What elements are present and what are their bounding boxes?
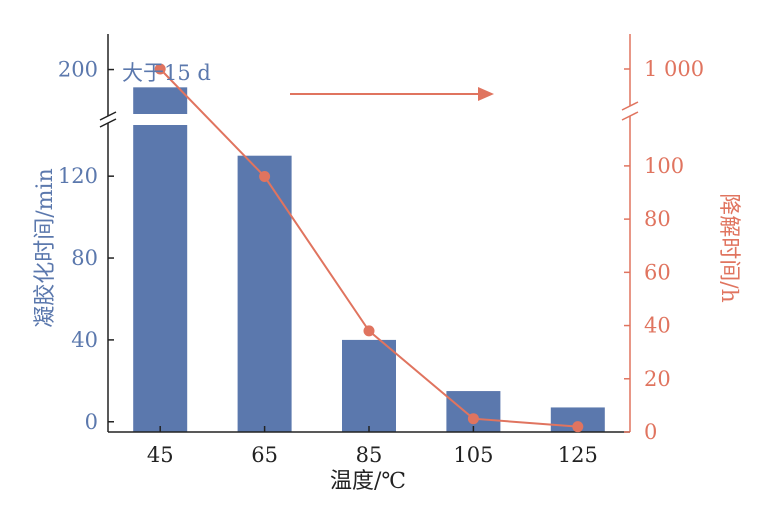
series-point <box>467 413 479 425</box>
x-tick-label: 105 <box>453 443 493 467</box>
x-tick-label: 125 <box>558 443 598 467</box>
plot-area: 0 40 80 120 200 0 20 40 60 80 100 1 000 45 65 85 105 125 <box>58 34 704 467</box>
left-tick-label: 80 <box>71 246 98 270</box>
x-tick-label: 45 <box>147 443 174 467</box>
left-axis-break <box>99 111 117 121</box>
bar <box>237 155 292 432</box>
right-axis-break <box>621 101 639 111</box>
series-point <box>363 325 375 337</box>
right-tick-label: 0 <box>644 420 657 444</box>
right-axis-break <box>621 111 639 121</box>
x-tick-label: 65 <box>251 443 278 467</box>
series-point <box>154 63 166 75</box>
right-tick-label: 20 <box>644 367 671 391</box>
left-tick-label: 200 <box>58 58 98 82</box>
x-axis-label: 温度/℃ <box>330 469 406 494</box>
left-axis-label: 凝胶化时间/min <box>33 168 58 327</box>
right-tick-label: 60 <box>644 260 671 284</box>
series-point <box>572 421 584 433</box>
right-tick-label: 40 <box>644 314 671 338</box>
bar-upper-segment <box>133 87 188 114</box>
arrow-head <box>478 87 494 101</box>
right-tick-label: 80 <box>644 207 671 231</box>
left-tick-label: 40 <box>71 328 98 352</box>
series-point <box>259 171 271 183</box>
annotation-label: 大于15 d <box>122 61 211 85</box>
right-axis-label: 降解时间/h <box>716 193 741 303</box>
bar <box>342 339 396 432</box>
bar <box>446 391 501 432</box>
left-axis-break <box>99 118 117 128</box>
bar <box>133 125 188 432</box>
right-tick-label: 1 000 <box>644 57 704 81</box>
left-tick-label: 0 <box>85 410 98 434</box>
left-tick-label: 120 <box>58 164 98 188</box>
x-tick-label: 85 <box>356 443 383 467</box>
right-tick-label: 100 <box>644 154 684 178</box>
